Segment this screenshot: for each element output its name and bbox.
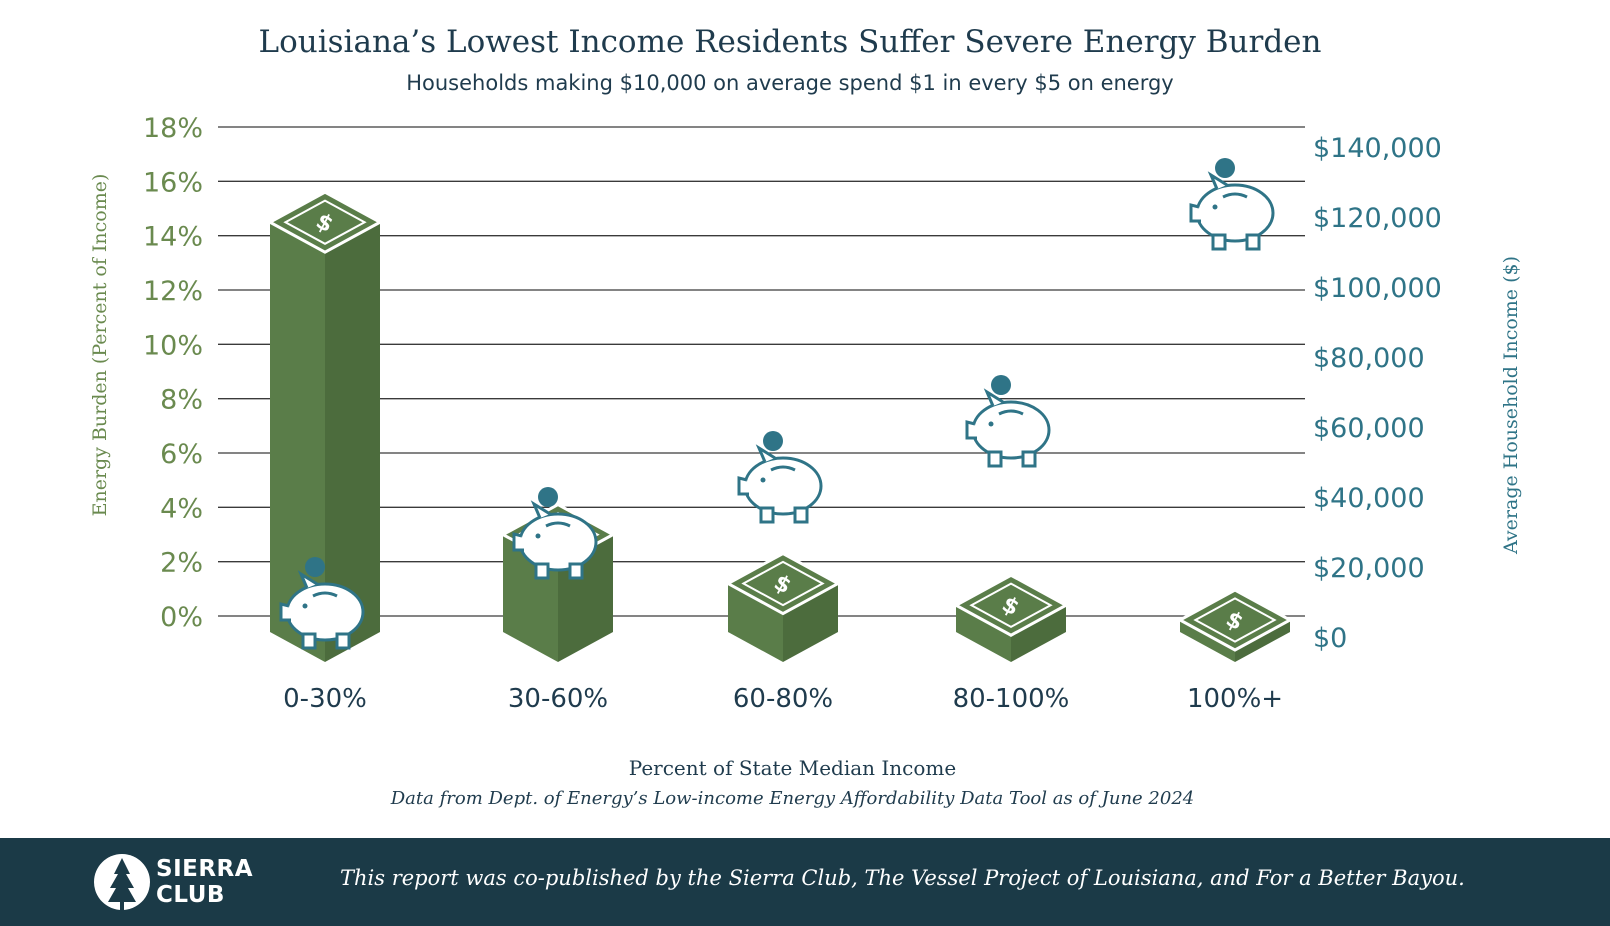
y-tick-right: $140,000 — [1313, 133, 1442, 164]
y-tick-left: 4% — [160, 493, 203, 524]
y-tick-left: 18% — [143, 113, 203, 144]
x-tick-label: 80-100% — [953, 684, 1070, 714]
piggy-bank-icon — [965, 375, 1051, 468]
x-tick-label: 100%+ — [1187, 684, 1283, 714]
chart-title: Louisiana’s Lowest Income Residents Suff… — [258, 24, 1322, 60]
piggy-bank-icon — [512, 487, 598, 580]
logo-line-1: SIERRA — [156, 856, 254, 882]
y-axis-left-title: Energy Burden (Percent of Income) — [89, 174, 111, 517]
logo-wordmark: SIERRA CLUB — [156, 856, 253, 908]
burden-bars: $$$$$ — [266, 190, 1294, 662]
burden-bar: $ — [266, 190, 384, 662]
source-note: Data from Dept. of Energy’s Low-income E… — [390, 788, 1195, 809]
y-tick-left: 14% — [143, 222, 203, 253]
y-tick-right: $120,000 — [1313, 203, 1442, 234]
y-axis-left: 0% 2% 4% 6% 8% 10% 12% 14% 16% 18% — [143, 113, 203, 633]
y-tick-left: 10% — [143, 330, 203, 361]
piggy-bank-icon — [737, 431, 823, 524]
burden-bar: $ — [1176, 588, 1294, 662]
y-tick-left: 16% — [143, 167, 203, 198]
footer-bar: SIERRA CLUB This report was co-published… — [0, 838, 1610, 926]
y-tick-right: $0 — [1313, 623, 1347, 654]
y-tick-right: $40,000 — [1313, 483, 1425, 514]
y-tick-left: 2% — [160, 548, 203, 579]
piggy-bank-icon — [279, 557, 365, 650]
sierra-club-logo: SIERRA CLUB — [92, 852, 262, 914]
y-axis-right: $0 $20,000 $40,000 $60,000 $80,000 $100,000 $1… — [1313, 133, 1442, 654]
y-tick-left: 0% — [160, 602, 203, 633]
x-tick-label: 30-60% — [508, 684, 608, 714]
burden-bar: $ — [952, 573, 1070, 662]
x-tick-label: 60-80% — [733, 684, 833, 714]
income-markers — [279, 158, 1275, 650]
y-tick-left: 8% — [160, 385, 203, 416]
piggy-bank-icon — [1189, 158, 1275, 251]
y-tick-right: $20,000 — [1313, 553, 1425, 584]
y-tick-right: $80,000 — [1313, 343, 1425, 374]
logo-line-2: CLUB — [156, 882, 225, 908]
y-tick-left: 6% — [160, 439, 203, 470]
y-tick-left: 12% — [143, 276, 203, 307]
x-axis-labels: 0-30% 30-60% 60-80% 80-100% 100%+ — [283, 684, 1283, 714]
burden-bar: $ — [724, 551, 842, 662]
x-tick-label: 0-30% — [283, 684, 367, 714]
tree-icon — [94, 854, 150, 910]
y-axis-right-title: Average Household Income ($) — [1500, 256, 1522, 555]
x-axis-title: Percent of State Median Income — [628, 756, 957, 780]
chart-subtitle: Households making $10,000 on average spe… — [406, 71, 1174, 95]
y-tick-right: $60,000 — [1313, 413, 1425, 444]
y-tick-right: $100,000 — [1313, 273, 1442, 304]
footer-note: This report was co-published by the Sier… — [340, 866, 1465, 890]
chart-plot: 0% 2% 4% 6% 8% 10% 12% 14% 16% 18% $0 $20,000 $40,0… — [89, 113, 1522, 714]
gridlines — [218, 126, 1305, 617]
